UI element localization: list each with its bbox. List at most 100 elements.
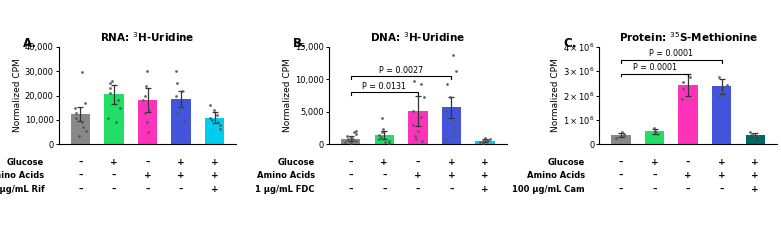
Point <box>447 53 459 57</box>
Point <box>143 108 155 112</box>
Text: –: – <box>719 185 724 194</box>
Point <box>104 91 116 95</box>
Point <box>376 130 388 134</box>
Text: +: + <box>481 185 489 194</box>
Text: +: + <box>751 171 759 180</box>
Point <box>139 111 152 114</box>
Point <box>618 134 630 137</box>
Bar <box>712 86 732 144</box>
Point <box>75 70 87 74</box>
Text: A.: A. <box>23 37 37 50</box>
Y-axis label: Normalized CPM: Normalized CPM <box>284 59 292 132</box>
Text: –: – <box>348 171 353 180</box>
Point <box>204 103 216 107</box>
Text: –: – <box>78 185 83 194</box>
Point <box>140 84 152 88</box>
Bar <box>104 94 123 144</box>
Bar <box>70 114 90 144</box>
Text: –: – <box>78 171 83 180</box>
Point <box>479 136 491 140</box>
Bar <box>205 117 224 144</box>
Point <box>79 101 91 105</box>
Point <box>341 134 353 138</box>
Point <box>141 130 154 134</box>
Point <box>412 129 425 133</box>
Bar <box>137 100 157 144</box>
Title: Protein: $^{35}$S-Methionine: Protein: $^{35}$S-Methionine <box>619 31 758 45</box>
Text: –: – <box>348 185 353 194</box>
Point <box>410 137 423 140</box>
Text: –: – <box>619 171 623 180</box>
Point <box>208 108 220 112</box>
Text: +: + <box>481 171 489 180</box>
Point <box>713 95 726 99</box>
Point <box>712 75 725 79</box>
Title: RNA: $^{3}$H-Uridine: RNA: $^{3}$H-Uridine <box>100 31 194 45</box>
Point <box>349 139 362 143</box>
Bar <box>746 135 765 144</box>
Point <box>175 106 187 110</box>
Point <box>204 116 216 119</box>
Point <box>141 69 153 73</box>
Bar <box>645 131 665 144</box>
Point <box>214 123 226 127</box>
Text: –: – <box>619 185 623 194</box>
Point <box>110 121 123 124</box>
Text: +: + <box>211 185 219 194</box>
Point <box>449 134 462 138</box>
Text: –: – <box>145 158 150 167</box>
Point <box>104 86 116 90</box>
Text: Amino Acids: Amino Acids <box>0 171 45 180</box>
Bar <box>341 139 361 144</box>
Text: –: – <box>348 158 353 167</box>
Point <box>380 140 392 144</box>
Point <box>744 130 757 134</box>
Point <box>169 69 182 73</box>
Text: +: + <box>751 185 759 194</box>
Point <box>113 106 126 110</box>
Point <box>75 121 87 124</box>
Point <box>350 132 362 136</box>
Point <box>476 141 489 145</box>
Point <box>476 140 489 144</box>
Point <box>139 94 152 97</box>
Point <box>171 82 184 85</box>
Point <box>483 137 496 141</box>
Point <box>373 133 385 137</box>
Point <box>409 134 422 138</box>
Text: P = 0.0027: P = 0.0027 <box>379 66 423 75</box>
Point <box>176 89 188 93</box>
Text: P = 0.0001: P = 0.0001 <box>633 62 676 72</box>
Point <box>448 130 460 134</box>
Point <box>752 134 765 137</box>
Point <box>720 83 733 86</box>
Text: –: – <box>145 185 150 194</box>
Point <box>341 138 354 142</box>
Text: –: – <box>382 185 387 194</box>
Point <box>176 99 188 102</box>
Text: –: – <box>415 158 420 167</box>
Bar <box>612 135 631 144</box>
Text: –: – <box>686 185 690 194</box>
Point <box>212 121 225 124</box>
Bar <box>442 107 461 144</box>
Point <box>450 69 462 73</box>
Y-axis label: Normalized CPM: Normalized CPM <box>13 59 22 132</box>
Point <box>376 128 389 131</box>
Text: 100 μg/mL Cam: 100 μg/mL Cam <box>512 185 585 194</box>
Point <box>480 138 493 142</box>
Point <box>171 111 184 114</box>
Text: Glucose: Glucose <box>7 158 45 167</box>
Point <box>137 99 149 102</box>
Point <box>69 106 81 110</box>
Title: DNA: $^{3}$H-Uridine: DNA: $^{3}$H-Uridine <box>370 31 465 45</box>
Point <box>70 116 83 119</box>
Text: B.: B. <box>294 37 307 50</box>
Point <box>415 82 427 86</box>
Point <box>348 130 360 134</box>
Text: +: + <box>177 171 185 180</box>
Point <box>211 113 223 117</box>
Text: –: – <box>382 171 387 180</box>
Point <box>350 129 362 133</box>
Point <box>112 99 124 102</box>
